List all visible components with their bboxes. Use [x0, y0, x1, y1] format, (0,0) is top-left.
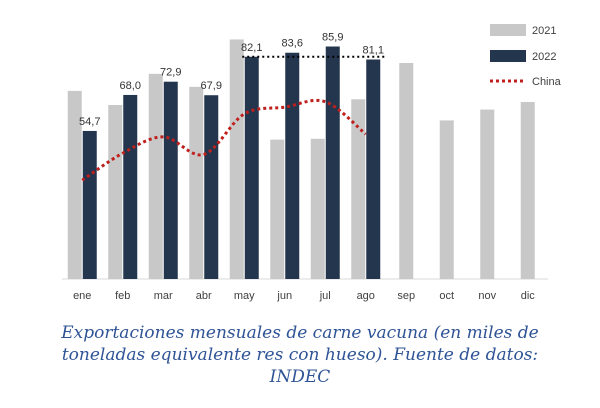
bar-2021-sep — [399, 63, 414, 280]
x-tick-ene: ene — [73, 290, 91, 302]
bar-2022-jun — [285, 52, 300, 279]
series-2021 — [67, 39, 535, 280]
x-tick-jun: jun — [276, 290, 292, 302]
x-tick-feb: feb — [115, 290, 130, 302]
data-label-2022-feb: 68,0 — [120, 80, 141, 92]
x-tick-oct: oct — [439, 290, 454, 302]
x-tick-ago: ago — [357, 290, 375, 302]
chart-svg: 54,7 68,0 72,9 67,9 82,1 83,6 85,9 81,1 ene feb m… — [62, 24, 562, 302]
bar-2022-ene — [82, 130, 97, 279]
bar-2021-mar — [148, 73, 163, 280]
data-label-2022-mar: 72,9 — [160, 67, 181, 79]
x-tick-mar: mar — [154, 290, 173, 302]
x-axis-ticks: ene feb mar abr may jun jul ago sep oct nov dic — [73, 290, 535, 302]
legend-label-2022: 2022 — [532, 51, 556, 63]
legend-swatch-2021 — [490, 24, 526, 36]
caption-line-2: toneladas equivalente res con hueso). Fu… — [61, 345, 539, 365]
bar-2021-feb — [108, 104, 123, 280]
data-label-2022-ene: 54,7 — [79, 116, 100, 128]
caption-line-3: INDEC — [269, 367, 331, 387]
bar-2021-ene — [67, 90, 82, 280]
data-label-2022-ago: 81,1 — [363, 45, 384, 57]
bar-2021-oct — [439, 120, 454, 279]
series-2022 — [82, 46, 381, 280]
bar-2022-feb — [123, 94, 138, 280]
x-tick-abr: abr — [196, 290, 212, 302]
bar-2021-jul — [310, 138, 325, 279]
legend-swatch-2022 — [490, 50, 526, 62]
chart: 54,7 68,0 72,9 67,9 82,1 83,6 85,9 81,1 ene feb m… — [62, 24, 562, 302]
caption-line-1: Exportaciones mensuales de carne vacuna … — [61, 323, 539, 343]
bar-2021-abr — [189, 86, 204, 279]
chart-caption: Exportaciones mensuales de carne vacuna … — [0, 322, 600, 388]
legend-label-2021: 2021 — [532, 25, 556, 37]
x-tick-nov: nov — [478, 290, 496, 302]
bar-2021-nov — [480, 109, 495, 279]
legend: 2021 2022 China — [490, 24, 562, 88]
bar-2022-may — [244, 56, 259, 280]
x-tick-may: may — [234, 290, 255, 302]
bar-2021-ago — [351, 99, 366, 279]
data-label-2022-jun: 83,6 — [282, 38, 303, 50]
bar-2022-ago — [366, 59, 381, 280]
x-tick-jul: jul — [319, 290, 331, 302]
bar-2021-dic — [520, 101, 535, 280]
data-label-2022-jul: 85,9 — [322, 32, 343, 44]
bar-2021-may — [229, 39, 244, 279]
bar-2022-mar — [163, 81, 178, 279]
bar-2022-jul — [325, 46, 340, 279]
data-label-2022-abr: 67,9 — [201, 80, 222, 92]
data-label-2022-may: 82,1 — [241, 42, 262, 54]
data-labels: 54,7 68,0 72,9 67,9 82,1 83,6 85,9 81,1 — [79, 32, 384, 128]
bar-2021-jun — [270, 139, 285, 279]
x-tick-sep: sep — [397, 290, 415, 302]
bar-2022-abr — [204, 95, 219, 279]
x-tick-dic: dic — [521, 290, 536, 302]
legend-label-china: China — [532, 76, 562, 88]
